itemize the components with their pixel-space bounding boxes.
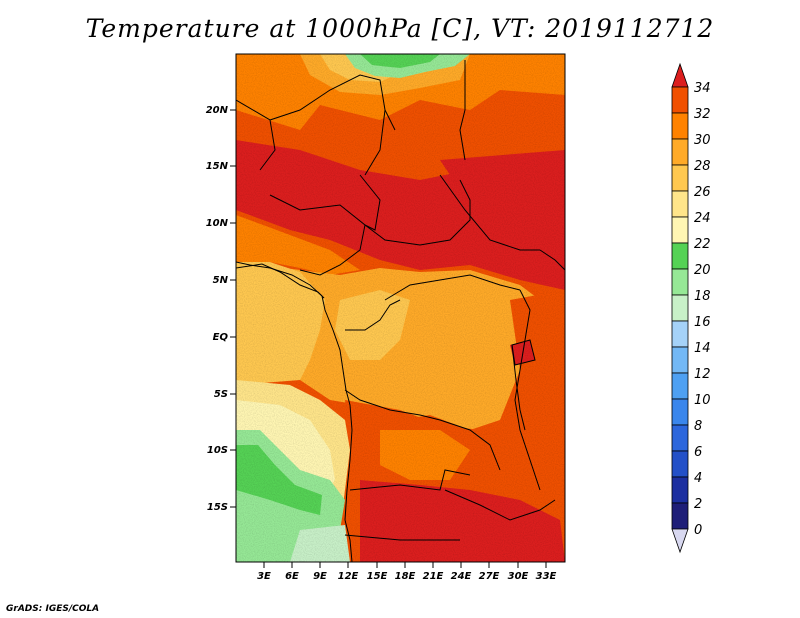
y-tick-label: 10N (206, 218, 229, 229)
y-tick-label: 15N (206, 161, 229, 172)
colorbar-segment (671, 502, 689, 530)
colorbar-label: 30 (694, 133, 711, 148)
border-algeria-mali (236, 99, 276, 171)
colorbar-label: 4 (694, 471, 702, 486)
colorbar-label: 18 (694, 289, 711, 304)
colorbar-label: 34 (694, 81, 711, 96)
colorbar-segment (671, 216, 689, 244)
x-tick-label: 3E (257, 571, 271, 582)
colorbar (671, 62, 689, 554)
coastline-west (236, 261, 353, 562)
border-chad-sudan (359, 174, 381, 231)
border-lake-tanganyika (511, 344, 526, 431)
y-axis-labels: 20N 15N 10N 5N EQ 5S 10S 15S (206, 105, 229, 513)
border-drc-south (344, 389, 501, 471)
x-tick-label: 33E (536, 571, 557, 582)
colorbar-labels: 34 32 30 28 26 24 22 20 18 16 14 12 10 8… (694, 81, 711, 538)
colorbar-label: 2 (694, 497, 702, 512)
colorbar-segment (671, 242, 689, 270)
border-east-coast (539, 249, 565, 271)
colorbar-segment (671, 164, 689, 192)
x-tick-label: 24E (451, 571, 472, 582)
colorbar-segment (671, 424, 689, 452)
border-angola-zambia (349, 469, 471, 491)
border-sudan-southsudan (439, 174, 540, 251)
colorbar-segment (671, 112, 689, 140)
temperature-field (236, 54, 565, 562)
colorbar-label: 16 (694, 315, 711, 330)
y-tick-label: 5S (214, 389, 228, 400)
y-tick-label: EQ (213, 332, 229, 343)
colorbar-segment (671, 398, 689, 426)
colorbar-segment (671, 450, 689, 478)
colorbar-segment (671, 346, 689, 374)
map-title: Temperature at 1000hPa [C], VT: 20191127… (85, 14, 715, 43)
y-tick-label: 20N (206, 105, 229, 116)
border-east-africa (514, 289, 541, 491)
colorbar-label: 24 (694, 211, 711, 226)
border-niger-chad (364, 109, 386, 176)
border-drc-north (384, 274, 521, 301)
coastline-gulf (236, 263, 325, 299)
x-tick-label: 27E (479, 571, 500, 582)
map-frame (235, 53, 566, 563)
grads-credit: GrADS: IGES/COLA (6, 604, 100, 614)
colorbar-segment (671, 268, 689, 296)
colorbar-over-arrow (671, 62, 689, 88)
colorbar-segment (671, 190, 689, 218)
x-tick-label: 21E (423, 571, 444, 582)
x-axis-ticks (263, 562, 547, 568)
country-borders (236, 60, 565, 562)
x-tick-label: 15E (367, 571, 388, 582)
y-tick-label: 5N (213, 275, 229, 286)
border-drc-west (345, 299, 401, 331)
colorbar-label: 10 (694, 393, 711, 408)
colorbar-label: 26 (694, 185, 711, 200)
x-tick-label: 18E (395, 571, 416, 582)
colorbar-segment (671, 320, 689, 348)
colorbar-label: 0 (694, 523, 702, 538)
colorbar-segment (671, 86, 689, 114)
colorbar-segment (671, 476, 689, 504)
x-axis-labels: 3E 6E 9E 12E 15E 18E 21E 24E 27E 30E 33E (257, 571, 556, 582)
border-lake-victoria (511, 339, 536, 366)
border-nigeria (269, 194, 366, 276)
x-tick-label: 9E (313, 571, 327, 582)
colorbar-segment (671, 372, 689, 400)
field-speckle (236, 54, 565, 562)
x-tick-label: 12E (338, 571, 359, 582)
y-tick-label: 10S (207, 445, 228, 456)
y-tick-label: 15S (207, 502, 228, 513)
colorbar-label: 14 (694, 341, 711, 356)
x-tick-label: 30E (508, 571, 529, 582)
colorbar-label: 6 (694, 445, 702, 460)
x-tick-label: 6E (285, 571, 299, 582)
colorbar-segment (671, 138, 689, 166)
colorbar-label: 28 (694, 159, 711, 174)
border-cameroon-car (364, 179, 471, 246)
colorbar-label: 32 (694, 107, 711, 122)
border-namibia (344, 534, 460, 541)
border-zambia-south (444, 489, 556, 521)
y-axis-ticks (230, 109, 236, 508)
colorbar-under-arrow (671, 528, 689, 554)
colorbar-label: 22 (694, 237, 711, 252)
colorbar-segment (671, 294, 689, 322)
colorbar-label: 20 (694, 263, 711, 278)
border-libya-egypt (459, 60, 466, 161)
colorbar-label: 8 (694, 419, 702, 434)
colorbar-label: 12 (694, 367, 711, 382)
